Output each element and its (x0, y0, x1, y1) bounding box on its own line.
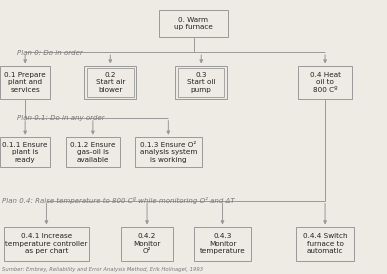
Text: 0.1.3 Ensure O²
analysis system
is working: 0.1.3 Ensure O² analysis system is worki… (140, 142, 197, 162)
Text: Plan 0: Do in order: Plan 0: Do in order (17, 50, 83, 56)
Text: 0.2
Start air
blower: 0.2 Start air blower (96, 72, 125, 93)
FancyBboxPatch shape (0, 137, 50, 167)
Text: 0.4.2
Monitor
O²: 0.4.2 Monitor O² (134, 233, 161, 254)
Text: Sumber: Embrey, Reliability and Error Analysis Method, Erik Hollnagel, 1993: Sumber: Embrey, Reliability and Error An… (2, 267, 203, 272)
FancyBboxPatch shape (298, 66, 352, 99)
FancyBboxPatch shape (175, 66, 227, 99)
FancyBboxPatch shape (159, 10, 228, 37)
Text: 0.3
Start oil
pump: 0.3 Start oil pump (187, 72, 216, 93)
Text: 0.4.4 Switch
furnace to
automatic: 0.4.4 Switch furnace to automatic (303, 233, 347, 254)
Text: 0.4.1 Increase
temperature controller
as per chart: 0.4.1 Increase temperature controller as… (5, 233, 88, 254)
Text: Plan 0.1: Do in any order: Plan 0.1: Do in any order (17, 115, 105, 121)
FancyBboxPatch shape (194, 227, 252, 261)
FancyBboxPatch shape (4, 227, 89, 261)
Text: Plan 0.4: Raise temperature to 800 Cº while monitoring O² and ΔT: Plan 0.4: Raise temperature to 800 Cº wh… (2, 197, 235, 204)
Text: 0.4.3
Monitor
temperature: 0.4.3 Monitor temperature (200, 233, 245, 254)
FancyBboxPatch shape (135, 137, 202, 167)
Text: 0.1 Prepare
plant and
services: 0.1 Prepare plant and services (4, 72, 46, 93)
FancyBboxPatch shape (296, 227, 354, 261)
Text: 0.1.2 Ensure
gas-oil is
available: 0.1.2 Ensure gas-oil is available (70, 142, 116, 162)
FancyBboxPatch shape (84, 66, 136, 99)
FancyBboxPatch shape (121, 227, 173, 261)
Text: 0.4 Heat
oil to
800 Cº: 0.4 Heat oil to 800 Cº (310, 72, 341, 93)
FancyBboxPatch shape (0, 66, 50, 99)
Text: 0. Warm
up furnace: 0. Warm up furnace (174, 16, 213, 30)
FancyBboxPatch shape (66, 137, 120, 167)
Text: 0.1.1 Ensure
plant is
ready: 0.1.1 Ensure plant is ready (2, 142, 48, 162)
